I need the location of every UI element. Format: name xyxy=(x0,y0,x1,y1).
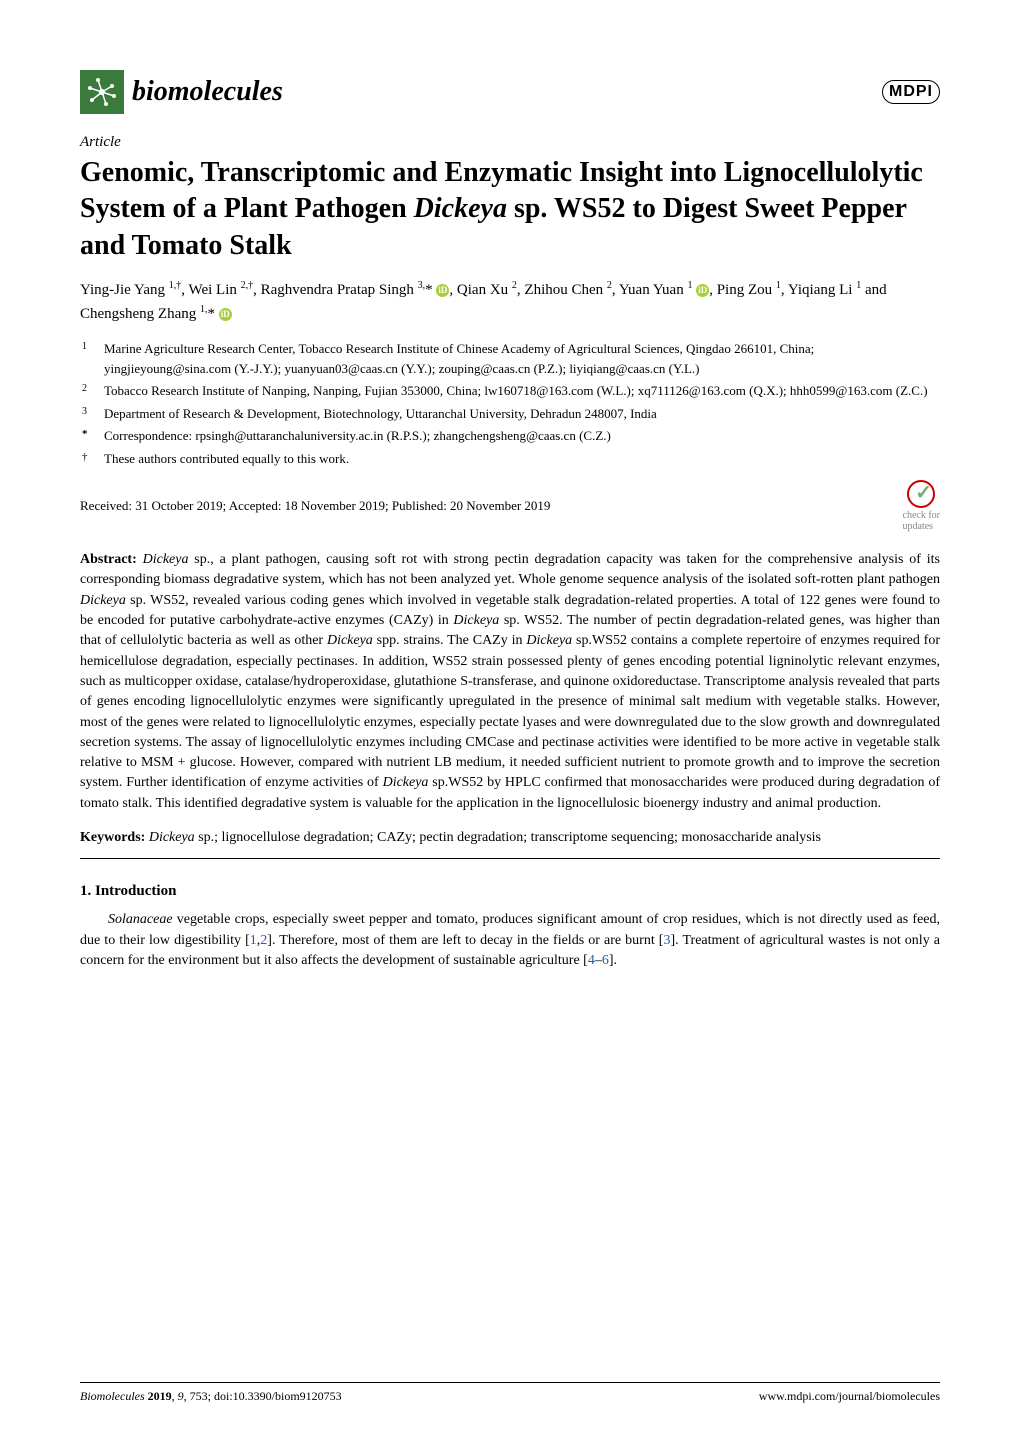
page-footer: Biomolecules 2019, 9, 753; doi:10.3390/b… xyxy=(80,1382,940,1404)
correspondence-marker: * xyxy=(82,426,104,446)
affiliation-text: Marine Agriculture Research Center, Toba… xyxy=(104,339,940,378)
article-type: Article xyxy=(80,134,940,151)
check-updates-icon xyxy=(907,480,935,508)
affiliation-item: 3 Department of Research & Development, … xyxy=(104,404,940,424)
section-divider xyxy=(80,858,940,859)
keywords-block: Keywords: Dickeya sp.; lignocellulose de… xyxy=(80,828,940,848)
publisher-logo: MDPI xyxy=(882,80,940,104)
dates-row: Received: 31 October 2019; Accepted: 18 … xyxy=(80,480,940,532)
article-title: Genomic, Transcriptomic and Enzymatic In… xyxy=(80,155,940,264)
journal-name: biomolecules xyxy=(132,76,283,108)
affiliation-num: 2 xyxy=(82,381,104,401)
contribution-marker: † xyxy=(82,449,104,469)
affiliation-text: Tobacco Research Institute of Nanping, N… xyxy=(104,381,940,401)
footer-url: www.mdpi.com/journal/biomolecules xyxy=(759,1389,940,1404)
publication-dates: Received: 31 October 2019; Accepted: 18 … xyxy=(80,498,550,514)
footer-citation: Biomolecules 2019, 9, 753; doi:10.3390/b… xyxy=(80,1389,342,1404)
header-row: biomolecules MDPI xyxy=(80,70,940,114)
affiliation-num: 3 xyxy=(82,404,104,424)
check-updates-badge[interactable]: check for updates xyxy=(903,480,940,532)
intro-paragraph: Solanaceae vegetable crops, especially s… xyxy=(80,910,940,971)
title-italic: Dickeya xyxy=(414,193,507,224)
abstract-label: Abstract: xyxy=(80,552,137,567)
check-updates-label: check for updates xyxy=(903,510,940,532)
affiliation-item: 1 Marine Agriculture Research Center, To… xyxy=(104,339,940,378)
abstract-block: Abstract: Dickeya sp., a plant pathogen,… xyxy=(80,550,940,814)
affiliation-item: 2 Tobacco Research Institute of Nanping,… xyxy=(104,381,940,401)
journal-logo: biomolecules xyxy=(80,70,283,114)
section-heading-intro: 1. Introduction xyxy=(80,883,940,900)
contribution-note-item: † These authors contributed equally to t… xyxy=(104,449,940,469)
keywords-label: Keywords: xyxy=(80,830,145,845)
journal-icon xyxy=(80,70,124,114)
affiliation-text: Department of Research & Development, Bi… xyxy=(104,404,940,424)
abstract-text: Dickeya sp., a plant pathogen, causing s… xyxy=(80,552,940,811)
author-list: Ying-Jie Yang 1,†, Wei Lin 2,†, Raghvend… xyxy=(80,278,940,325)
affiliation-num: 1 xyxy=(82,339,104,378)
contribution-text: These authors contributed equally to thi… xyxy=(104,449,940,469)
keywords-text: Dickeya sp.; lignocellulose degradation;… xyxy=(145,830,821,845)
affiliations-block: 1 Marine Agriculture Research Center, To… xyxy=(80,339,940,468)
correspondence-item: * Correspondence: rpsingh@uttaranchaluni… xyxy=(104,426,940,446)
correspondence-text: Correspondence: rpsingh@uttaranchalunive… xyxy=(104,426,940,446)
